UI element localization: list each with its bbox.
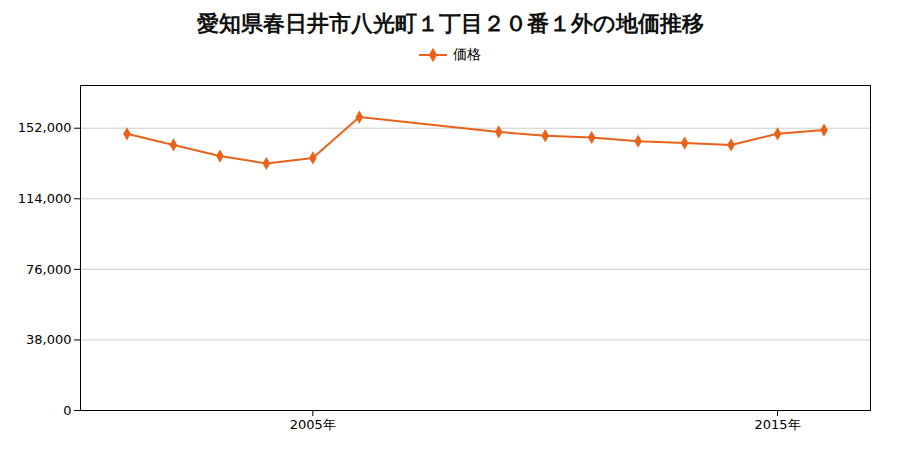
svg-text:38,000: 38,000 bbox=[26, 332, 72, 347]
html-text:価格: 価格 bbox=[453, 46, 481, 62]
svg-text:152,000: 152,000 bbox=[18, 120, 72, 135]
svg-text:114,000: 114,000 bbox=[18, 191, 72, 206]
svg-text:2005年: 2005年 bbox=[290, 417, 336, 432]
html-text:愛知県春日井市八光町１丁目２０番１外の地価推移: 愛知県春日井市八光町１丁目２０番１外の地価推移 bbox=[196, 11, 704, 36]
svg-text:0: 0 bbox=[63, 403, 71, 418]
svg-text:2015年: 2015年 bbox=[755, 417, 801, 432]
svg-text:76,000: 76,000 bbox=[26, 262, 72, 277]
